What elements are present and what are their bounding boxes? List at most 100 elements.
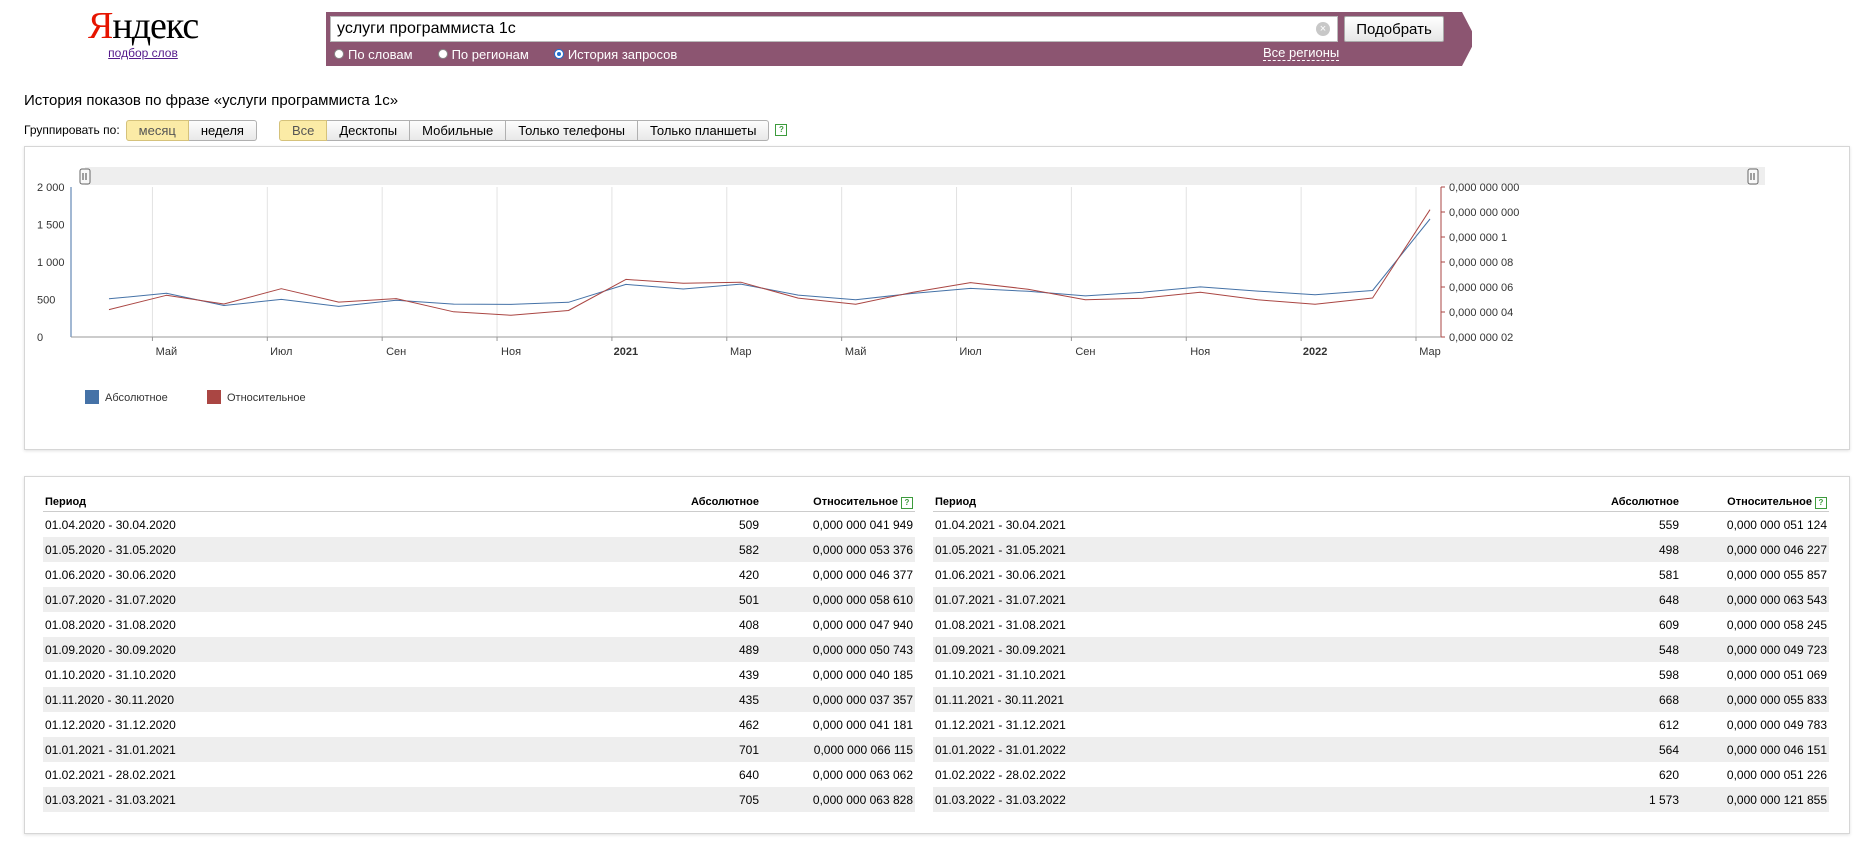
group-week-button[interactable]: неделя	[188, 119, 257, 141]
data-point[interactable]	[108, 297, 111, 300]
legend-label[interactable]: Относительное	[227, 392, 306, 404]
navigator-right-handle[interactable]	[1747, 168, 1759, 185]
cell-relative: 0,000 000 063 062	[812, 767, 913, 782]
device-tablets-button[interactable]: Только планшеты	[637, 119, 770, 141]
data-point[interactable]	[1141, 291, 1144, 294]
data-point[interactable]	[1429, 208, 1432, 211]
data-point[interactable]	[222, 303, 225, 306]
cell-relative: 0,000 000 055 833	[1681, 687, 1829, 712]
data-point[interactable]	[682, 288, 685, 291]
data-point[interactable]	[1371, 289, 1374, 292]
yandex-logo[interactable]: Яндекс подбор слов	[88, 4, 199, 60]
data-point[interactable]	[567, 309, 570, 312]
data-point[interactable]	[395, 297, 398, 300]
col-absolute: Абсолютное	[607, 493, 761, 512]
table-row: 01.05.2021 - 31.05.2021 498 0,000 000 046 …	[933, 537, 1829, 562]
help-icon[interactable]: ?	[775, 124, 788, 136]
data-point[interactable]	[1027, 288, 1030, 291]
table-row: 01.02.2021 - 28.02.2021 640 0,000 000 063 …	[43, 762, 915, 787]
all-regions-link[interactable]: Все регионы	[1263, 45, 1340, 61]
cell-relative: 0,000 000 047 940	[812, 617, 913, 632]
data-point[interactable]	[854, 303, 857, 306]
grouping-label: Группировать по:	[24, 123, 120, 137]
data-point[interactable]	[1199, 291, 1202, 294]
radio-query-history[interactable]: История запросов	[553, 47, 677, 62]
cell-period: 01.04.2020 - 30.04.2020	[45, 517, 176, 532]
data-point[interactable]	[624, 278, 627, 281]
series-line-absolute[interactable]	[108, 218, 1431, 307]
radio-by-words[interactable]: По словам	[334, 47, 413, 62]
help-icon[interactable]: ?	[1815, 496, 1827, 509]
x-tick-label: Май	[845, 346, 867, 358]
device-desktop-button[interactable]: Десктопы	[327, 119, 411, 141]
cell-relative: 0,000 000 058 245	[1726, 617, 1827, 632]
col-absolute: Абсолютное	[1597, 493, 1681, 512]
data-point[interactable]	[1141, 297, 1144, 300]
data-point[interactable]	[108, 308, 111, 311]
cell-relative: 0,000 000 041 949	[812, 517, 913, 532]
data-point[interactable]	[1314, 303, 1317, 306]
data-point[interactable]	[969, 287, 972, 290]
data-point[interactable]	[1199, 285, 1202, 288]
table-row: 01.01.2022 - 31.01.2022 564 0,000 000 046 …	[933, 737, 1829, 762]
table-row: 01.09.2021 - 30.09.2021 548 0,000 000 049 …	[933, 637, 1829, 662]
data-point[interactable]	[739, 281, 742, 284]
data-point[interactable]	[280, 298, 283, 301]
data-point[interactable]	[452, 310, 455, 313]
data-point[interactable]	[682, 282, 685, 285]
data-point[interactable]	[854, 298, 857, 301]
data-point[interactable]	[969, 281, 972, 284]
cell-absolute: 612	[1658, 717, 1679, 732]
cell-relative: 0,000 000 046 377	[812, 567, 913, 582]
search-submit-button[interactable]: Подобрать	[1344, 16, 1444, 42]
data-point[interactable]	[1256, 298, 1259, 301]
data-point[interactable]	[1084, 294, 1087, 297]
help-icon[interactable]: ?	[901, 496, 913, 509]
data-point[interactable]	[337, 305, 340, 308]
col-relative: Относительное ?	[1681, 493, 1829, 512]
data-point[interactable]	[567, 301, 570, 304]
cell-relative: 0,000 000 051 069	[1726, 667, 1827, 682]
grouping-toggle: месяц неделя	[125, 119, 257, 141]
data-point[interactable]	[1371, 297, 1374, 300]
cell-relative: 0,000 000 037 357	[761, 687, 915, 712]
data-point[interactable]	[280, 287, 283, 290]
table-row: 01.11.2021 - 30.11.2021 668 0,000 000 055 …	[933, 687, 1829, 712]
data-point[interactable]	[165, 294, 168, 297]
cell-absolute: 498	[1597, 537, 1681, 562]
data-point[interactable]	[624, 283, 627, 286]
data-point[interactable]	[452, 303, 455, 306]
navigator-left-handle[interactable]	[79, 168, 91, 185]
legend-label[interactable]: Абсолютное	[105, 392, 168, 404]
table-row: 01.04.2020 - 30.04.2020 509 0,000 000 041 …	[43, 512, 915, 538]
series-line-relative[interactable]	[108, 209, 1431, 316]
cell-period: 01.05.2021 - 31.05.2021	[933, 537, 1597, 562]
device-mobile-button[interactable]: Мобильные	[410, 119, 507, 141]
device-all-button[interactable]: Все	[278, 119, 328, 141]
navigator-bar	[85, 167, 1765, 185]
data-point[interactable]	[1314, 293, 1317, 296]
cell-period: 01.02.2021 - 28.02.2021	[45, 767, 176, 782]
data-point[interactable]	[1429, 218, 1432, 221]
data-point[interactable]	[797, 294, 800, 297]
data-point[interactable]	[510, 314, 513, 317]
cell-absolute: 439	[738, 667, 759, 682]
device-phones-button[interactable]: Только телефоны	[506, 119, 638, 141]
search-input[interactable]	[330, 16, 1338, 42]
y-right-tick-label: 0,000 000 02	[1449, 332, 1513, 344]
data-point[interactable]	[797, 297, 800, 300]
clear-icon[interactable]: ×	[1316, 22, 1330, 36]
data-point[interactable]	[912, 291, 915, 294]
x-tick-label: Ноя	[501, 346, 521, 358]
table-row: 01.05.2020 - 31.05.2020 582 0,000 000 053 …	[43, 537, 915, 562]
group-month-button[interactable]: месяц	[125, 119, 189, 141]
data-point[interactable]	[1256, 290, 1259, 293]
wordstat-link[interactable]: подбор слов	[108, 46, 178, 60]
radio-by-regions[interactable]: По регионам	[437, 47, 529, 62]
history-table-right: Период Абсолютное Относительное ? 01.04.…	[933, 493, 1829, 812]
cell-absolute: 489	[607, 637, 761, 662]
data-point[interactable]	[510, 303, 513, 306]
cell-relative: 0,000 000 053 376	[761, 537, 915, 562]
data-point[interactable]	[337, 301, 340, 304]
data-point[interactable]	[1084, 298, 1087, 301]
